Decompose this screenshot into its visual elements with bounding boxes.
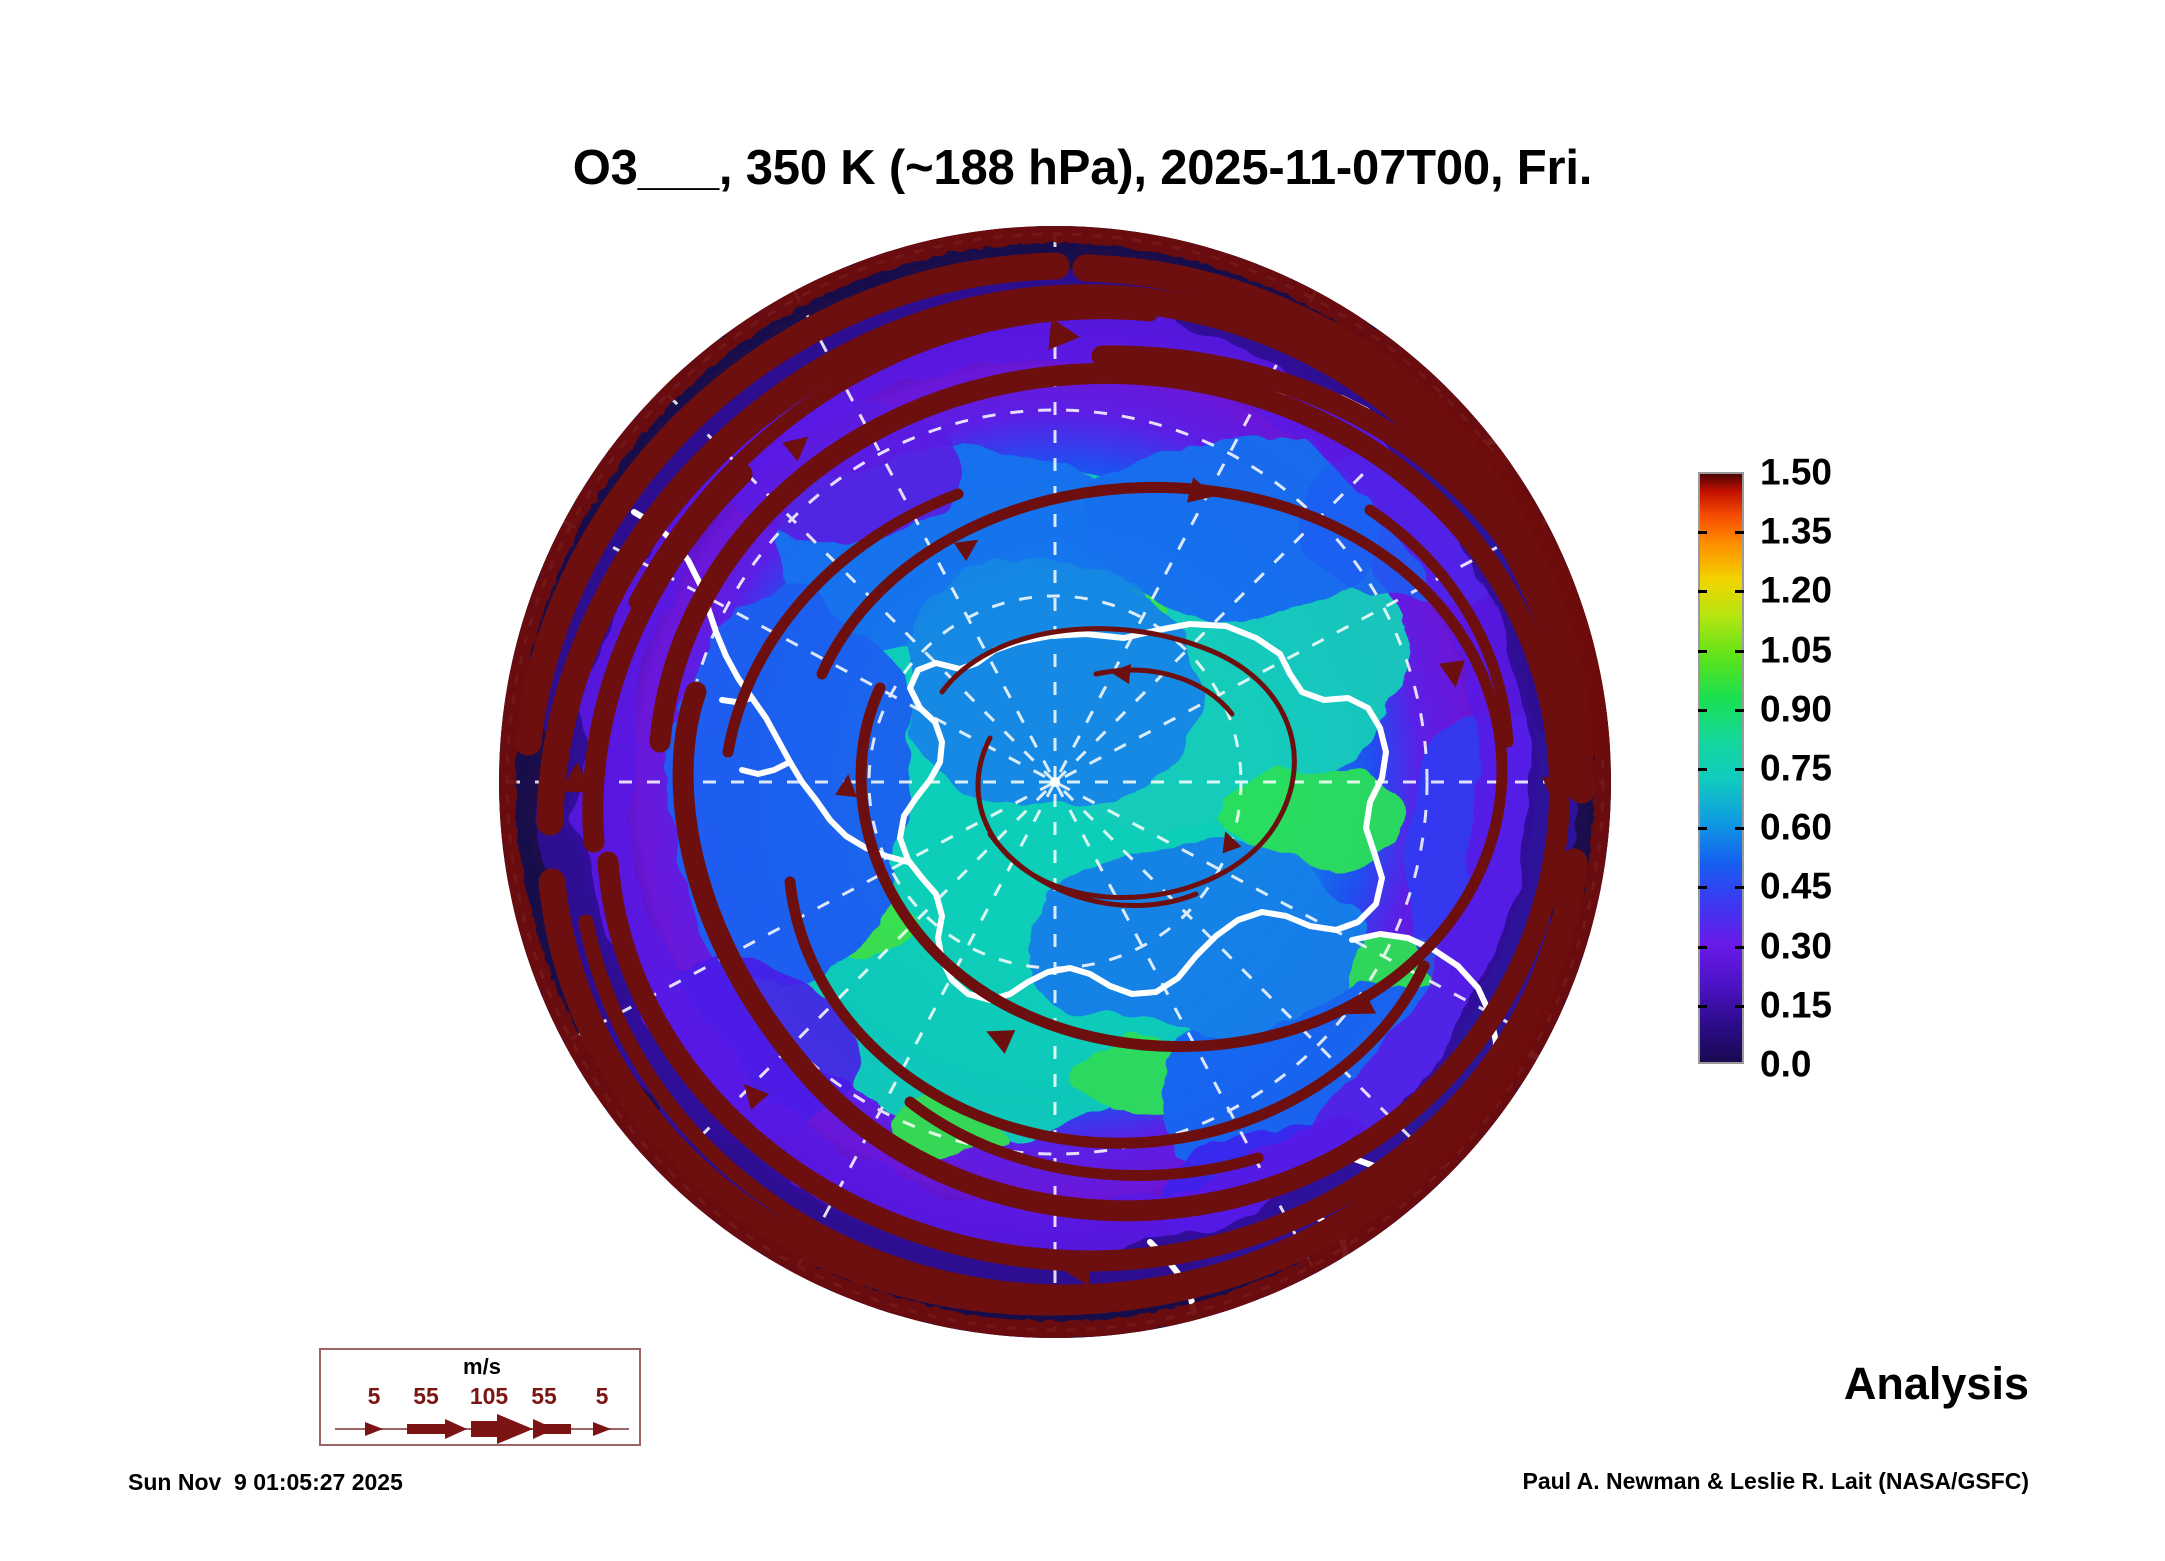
colorbar-tick <box>1698 649 1707 653</box>
colorbar-tick <box>1735 1004 1744 1008</box>
colorbar-label: 1.35 <box>1760 510 1833 552</box>
wind-units-label: m/s <box>463 1354 501 1379</box>
colorbar-label: 0.60 <box>1760 806 1833 848</box>
colorbar-tick <box>1735 649 1744 653</box>
polar-map <box>490 222 1620 1342</box>
colorbar-label: 1.05 <box>1760 629 1833 671</box>
colorbar-tick <box>1698 590 1707 594</box>
colorbar-label: 0.30 <box>1760 925 1833 967</box>
wind-speed-legend: m/s 5 55 105 55 5 <box>319 1348 641 1446</box>
wind-speed-label: 105 <box>469 1383 509 1409</box>
colorbar-tick <box>1735 827 1744 831</box>
pole-marker <box>1050 777 1060 787</box>
colorbar-tick <box>1698 531 1707 535</box>
wind-arrow-glyphs <box>321 1412 643 1446</box>
wind-speed-label: 5 <box>595 1383 609 1409</box>
analysis-label: Analysis <box>1843 1358 2029 1409</box>
colorbar-tick <box>1735 708 1744 712</box>
colorbar-label: 0.90 <box>1760 688 1833 730</box>
wind-speed-label: 55 <box>413 1383 439 1409</box>
colorbar-tick <box>1698 1004 1707 1008</box>
colorbar-label: 0.0 <box>1760 1043 1812 1085</box>
wind-tick-labels: 5 55 105 55 5 <box>321 1383 643 1411</box>
colorbar-tick <box>1735 768 1744 771</box>
colorbar-tick <box>1735 886 1744 890</box>
colorbar-tick <box>1698 945 1707 949</box>
colorbar-tick <box>1735 531 1744 535</box>
rim-jet-ring <box>499 226 1611 1338</box>
page-title: O3___, 350 K (~188 hPa), 2025-11-07T00, … <box>572 141 1593 195</box>
colorbar-label: 0.45 <box>1760 865 1833 907</box>
colorbar-labels: 1.50 1.35 1.20 1.05 0.90 0.75 0.60 0.45 0.30 0.15… <box>1760 454 2020 1083</box>
colorbar-tick <box>1735 590 1744 594</box>
colorbar-label: 0.15 <box>1760 984 1833 1026</box>
polar-stereographic-plot <box>499 226 1611 1338</box>
wind-speed-label: 5 <box>367 1383 381 1409</box>
colorbar: 1.50 1.35 1.20 1.05 0.90 0.75 0.60 0.45 0.30 0.15… <box>1698 454 2118 1083</box>
colorbar-ticks <box>1698 472 1744 1064</box>
colorbar-tick <box>1698 708 1707 712</box>
wind-arrow-svg <box>335 1414 629 1444</box>
colorbar-tick <box>1698 886 1707 890</box>
author-credit: Paul A. Newman & Leslie R. Lait (NASA/GS… <box>1522 1468 2029 1494</box>
colorbar-label: 1.50 <box>1760 451 1833 493</box>
colorbar-tick <box>1735 945 1744 949</box>
colorbar-tick <box>1698 827 1707 831</box>
colorbar-tick <box>1698 768 1707 771</box>
colorbar-label: 1.20 <box>1760 569 1833 611</box>
wind-streamlines <box>514 252 1611 1316</box>
wind-speed-label: 55 <box>531 1383 557 1409</box>
generation-timestamp: Sun Nov 9 01:05:27 2025 <box>128 1469 403 1495</box>
colorbar-label: 0.75 <box>1760 747 1833 789</box>
